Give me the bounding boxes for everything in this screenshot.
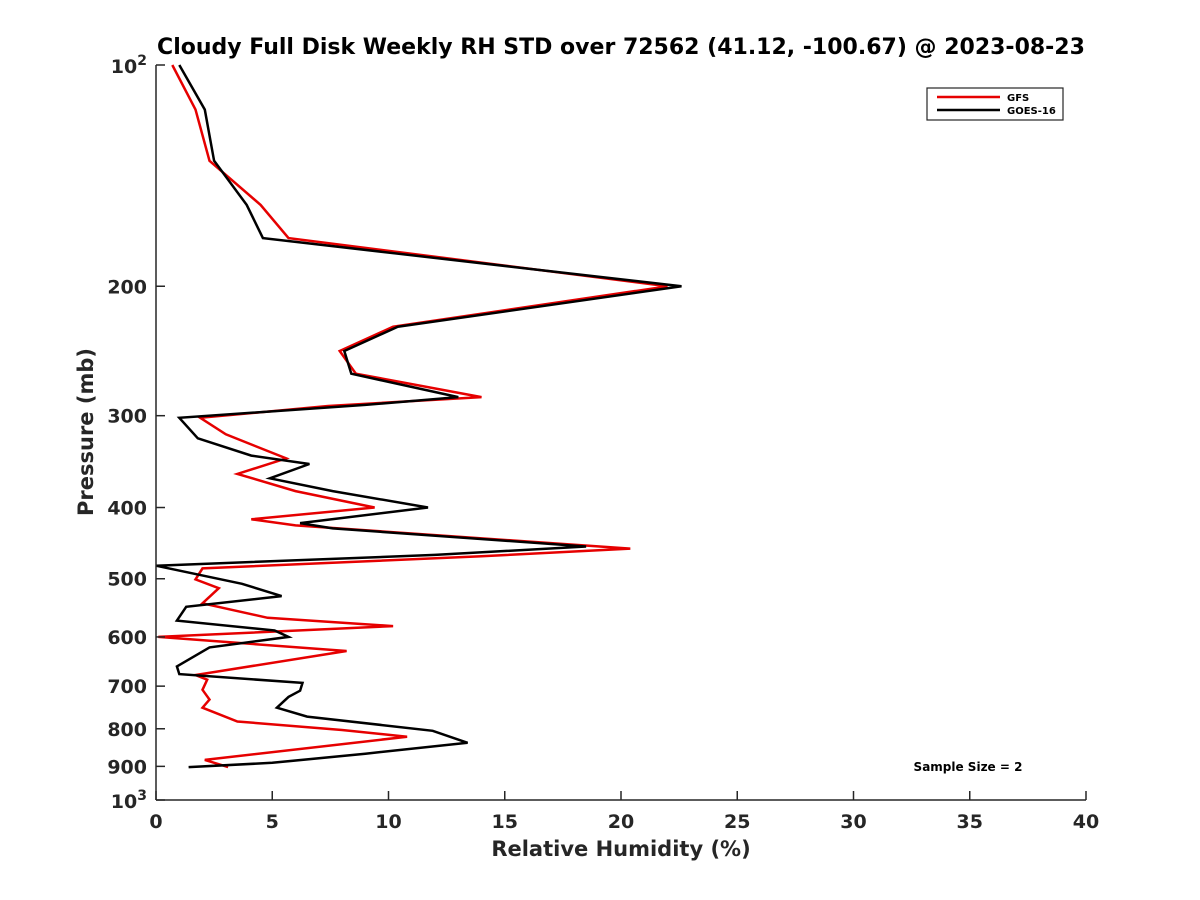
- y-tick-label: 300: [107, 406, 147, 428]
- y-ticks: 200 300 400 500 600 700 800 900 102 103: [107, 53, 165, 813]
- y-tick-label: 400: [107, 498, 147, 520]
- y-decade-tick-label: 102: [111, 53, 147, 78]
- legend-label-gfs: GFS: [1007, 93, 1029, 104]
- y-decade-tick-label: 103: [111, 788, 147, 813]
- y-tick-label: 500: [107, 569, 147, 591]
- series-line-goes-16: [155, 64, 682, 769]
- x-tick-label: 30: [840, 811, 866, 833]
- x-axis-label: Relative Humidity (%): [491, 837, 750, 861]
- y-tick-label: 900: [107, 756, 147, 778]
- legend-label-goes-16: GOES-16: [1007, 106, 1056, 117]
- x-tick-label: 40: [1073, 811, 1099, 833]
- chart-title: Cloudy Full Disk Weekly RH STD over 7256…: [157, 35, 1085, 60]
- legend: GFS GOES-16: [926, 87, 1064, 121]
- x-tick-label: 0: [149, 811, 162, 833]
- series-group: [155, 64, 682, 769]
- legend-box: [926, 87, 1064, 121]
- x-tick-label: 20: [608, 811, 634, 833]
- sample-size-annotation: Sample Size = 2: [914, 760, 1023, 774]
- y-tick-label: 800: [107, 719, 147, 741]
- x-tick-label: 25: [724, 811, 750, 833]
- y-axis-label: Pressure (mb): [74, 348, 98, 516]
- x-tick-label: 10: [375, 811, 401, 833]
- x-tick-label: 35: [957, 811, 983, 833]
- plot-area: [156, 65, 1086, 800]
- series-line-gfs: [158, 64, 668, 769]
- x-ticks: 0 5 10 15 20 25 30 35 40: [149, 791, 1099, 833]
- y-tick-label: 200: [107, 276, 147, 298]
- y-tick-label: 600: [107, 627, 147, 649]
- x-tick-label: 15: [492, 811, 518, 833]
- y-tick-label: 700: [107, 676, 147, 698]
- x-tick-label: 5: [266, 811, 279, 833]
